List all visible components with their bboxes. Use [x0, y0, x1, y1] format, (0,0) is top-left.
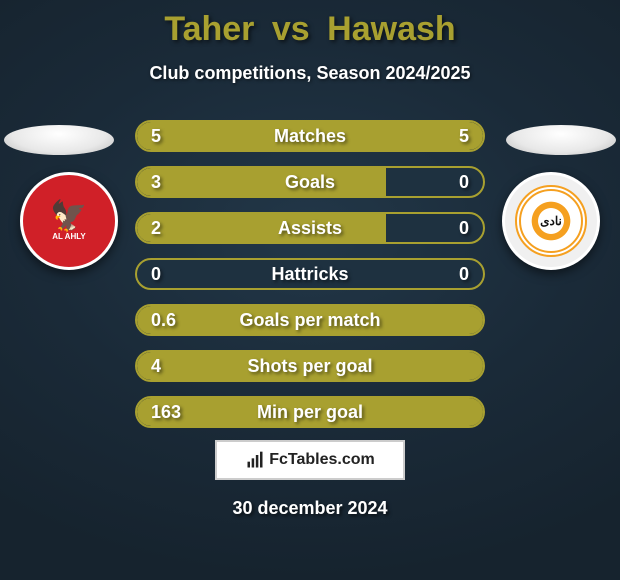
stats-container: Matches55Goals30Assists20Hattricks00Goal…	[135, 120, 485, 442]
brand-text: FcTables.com	[269, 451, 375, 469]
stat-label: Goals	[135, 166, 485, 198]
platform-right	[506, 125, 616, 155]
stat-value-right: 0	[459, 166, 469, 198]
stat-value-left: 0	[151, 258, 161, 290]
team-left-badge: 🦅 AL AHLY	[20, 172, 118, 270]
comparison-title: Taher vs Hawash	[0, 0, 620, 49]
chart-icon	[245, 450, 265, 470]
vs-label: vs	[272, 10, 310, 48]
stat-value-left: 5	[151, 120, 161, 152]
stat-row: Hattricks0 0	[135, 258, 485, 290]
team-right-badge: نادى	[502, 172, 600, 270]
stat-label: Goals per match	[135, 304, 485, 336]
team-left-abbrev: AL AHLY	[52, 232, 86, 241]
stat-value-right: 0	[459, 258, 469, 290]
brand-logo[interactable]: FcTables.com	[215, 440, 405, 480]
stat-label: Assists	[135, 212, 485, 244]
stat-value-left: 163	[151, 396, 181, 428]
stat-value-left: 0.6	[151, 304, 176, 336]
subtitle: Club competitions, Season 2024/2025	[0, 63, 620, 84]
team-right-emblem: نادى	[515, 185, 587, 257]
stat-label: Shots per goal	[135, 350, 485, 382]
platform-left	[4, 125, 114, 155]
stat-label: Min per goal	[135, 396, 485, 428]
team-right-abbrev: نادى	[540, 214, 562, 228]
player1-name: Taher	[164, 10, 254, 48]
stat-row: Min per goal163	[135, 396, 485, 428]
stat-row: Goals3 0	[135, 166, 485, 198]
stat-value-right: 0	[459, 212, 469, 244]
stat-value-right: 5	[459, 120, 469, 152]
date-label: 30 december 2024	[0, 498, 620, 519]
stat-value-left: 2	[151, 212, 161, 244]
stat-label: Matches	[135, 120, 485, 152]
player2-name: Hawash	[327, 10, 456, 48]
stat-row: Shots per goal4	[135, 350, 485, 382]
stat-row: Goals per match0.6	[135, 304, 485, 336]
team-left-emblem: 🦅	[50, 202, 87, 232]
stat-value-left: 4	[151, 350, 161, 382]
stat-row: Assists2 0	[135, 212, 485, 244]
stat-row: Matches5 5	[135, 120, 485, 152]
stat-label: Hattricks	[135, 258, 485, 290]
stat-value-left: 3	[151, 166, 161, 198]
